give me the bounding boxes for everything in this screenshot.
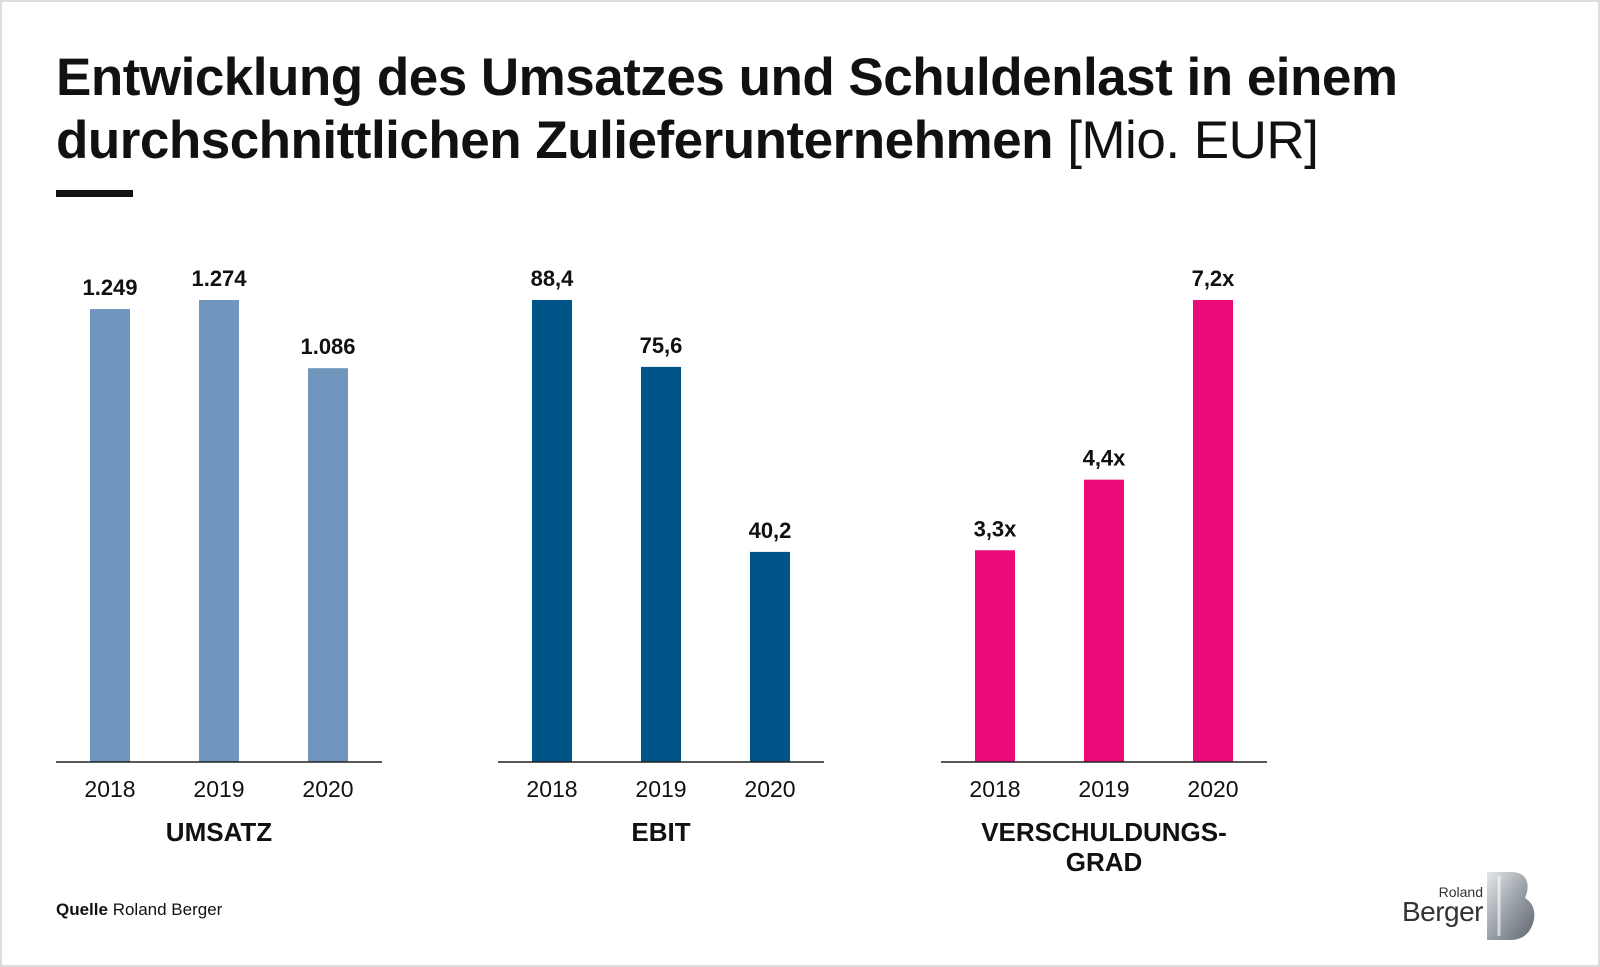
bar-value-label: 88,4 [531, 266, 575, 291]
bar-value-label: 1.274 [191, 266, 247, 291]
roland-berger-logo: Roland Berger [1397, 868, 1547, 944]
logo-b-mark-icon [1487, 872, 1535, 940]
panel-title: EBIT [631, 817, 690, 847]
bar-value-label: 75,6 [640, 333, 683, 358]
x-tick-label: 2018 [969, 776, 1020, 802]
x-tick-label: 2020 [302, 776, 353, 802]
bar-2-2020 [750, 551, 790, 762]
bar-3-2018 [975, 550, 1015, 762]
bar-3-2019 [1084, 479, 1124, 762]
bar-value-label: 3,3x [974, 516, 1018, 541]
bar-value-label: 4,4x [1083, 446, 1127, 471]
x-tick-label: 2018 [526, 776, 577, 802]
logo-text-roland: Roland [1438, 884, 1483, 900]
bar-1-2019 [199, 300, 239, 762]
bar-2-2018 [532, 300, 572, 762]
source-note: Quelle Roland Berger [56, 900, 222, 920]
bar-1-2018 [90, 309, 130, 762]
chart-title: Entwicklung des Umsatzes und Schuldenlas… [56, 46, 1496, 172]
bar-1-2020 [308, 368, 348, 762]
logo-text-berger: Berger [1401, 896, 1484, 927]
bar-3-2020 [1193, 300, 1233, 762]
x-tick-label: 2020 [1187, 776, 1238, 802]
bar-value-label: 7,2x [1192, 266, 1236, 291]
panel-title: GRAD [1066, 847, 1143, 877]
source-label: Quelle [56, 900, 108, 919]
title-underline [56, 190, 133, 197]
bar-2-2019 [641, 366, 681, 762]
x-tick-label: 2020 [744, 776, 795, 802]
x-tick-label: 2018 [84, 776, 135, 802]
x-tick-label: 2019 [1078, 776, 1129, 802]
source-text: Roland Berger [112, 900, 223, 919]
bar-value-label: 40,2 [749, 518, 792, 543]
x-tick-label: 2019 [193, 776, 244, 802]
x-tick-label: 2019 [635, 776, 686, 802]
bar-value-label: 1.249 [82, 275, 137, 300]
panel-title: UMSATZ [166, 817, 273, 847]
chart-title-main: Entwicklung des Umsatzes und Schuldenlas… [56, 48, 1398, 170]
panel-title: VERSCHULDUNGS- [981, 817, 1227, 847]
chart-title-unit: [Mio. EUR] [1067, 111, 1319, 170]
bar-value-label: 1.086 [300, 334, 355, 359]
